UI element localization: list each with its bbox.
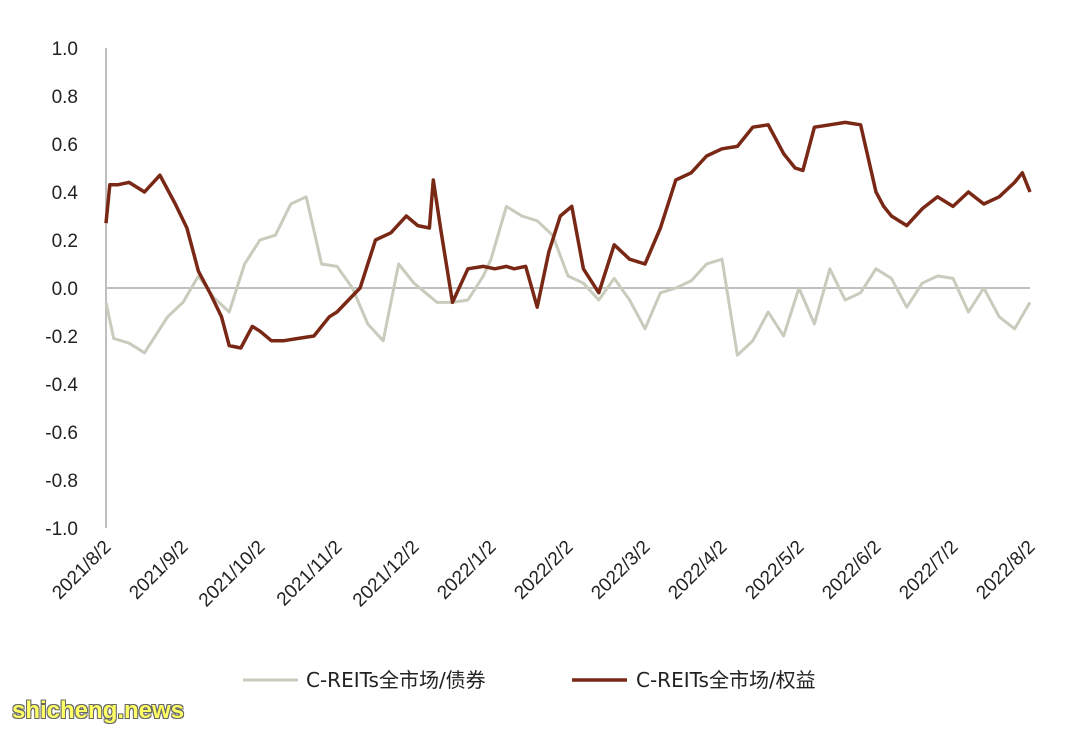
y-tick-label: 1.0 [52, 39, 78, 60]
x-tick-label: 2021/12/2 [349, 537, 424, 612]
x-tick-label: 2022/4/2 [664, 537, 731, 604]
x-tick-label: 2021/10/2 [195, 537, 270, 612]
legend-label: C-REITs全市场/权益 [636, 668, 816, 692]
series-line-equity [104, 120, 1032, 350]
legend: C-REITs全市场/债券 C-REITs全市场/权益 [243, 668, 816, 692]
x-tick-label: 2022/1/2 [433, 537, 500, 604]
series-line-bond [104, 195, 1032, 357]
y-tick-label: 0.0 [52, 279, 78, 300]
y-axis: 1.0 0.8 0.6 0.4 0.2 0.0 -0.2 -0.4 -0.6 -0.8 -1.0 [45, 39, 107, 540]
y-tick-label: 0.4 [52, 183, 79, 204]
x-tick-label: 2022/7/2 [895, 537, 962, 604]
x-axis: 2021/8/2 2021/9/2 2021/10/2 2021/11/2 2021/1… [48, 287, 1040, 612]
x-tick-label: 2022/6/2 [818, 537, 885, 604]
x-tick-label: 2022/3/2 [587, 537, 654, 604]
y-tick-label: -0.4 [45, 375, 78, 396]
y-tick-label: -0.8 [45, 471, 78, 492]
series-lines [104, 120, 1032, 357]
y-tick-label: -0.2 [45, 327, 78, 348]
legend-label: C-REITs全市场/债券 [306, 668, 486, 692]
x-tick-label: 2021/8/2 [48, 537, 115, 604]
x-tick-label: 2021/11/2 [273, 537, 347, 611]
y-tick-label: 0.8 [52, 87, 78, 108]
x-tick-label: 2022/8/2 [972, 537, 1039, 604]
y-tick-label: -0.6 [45, 423, 78, 444]
y-tick-label: -1.0 [45, 519, 78, 540]
y-tick-label: 0.2 [52, 231, 78, 252]
x-tick-label: 2022/5/2 [741, 537, 808, 604]
y-tick-label: 0.6 [52, 135, 78, 156]
watermark-text: shicheng.news [12, 697, 185, 724]
x-tick-label: 2021/9/2 [125, 537, 192, 604]
x-tick-label: 2022/2/2 [510, 537, 577, 604]
